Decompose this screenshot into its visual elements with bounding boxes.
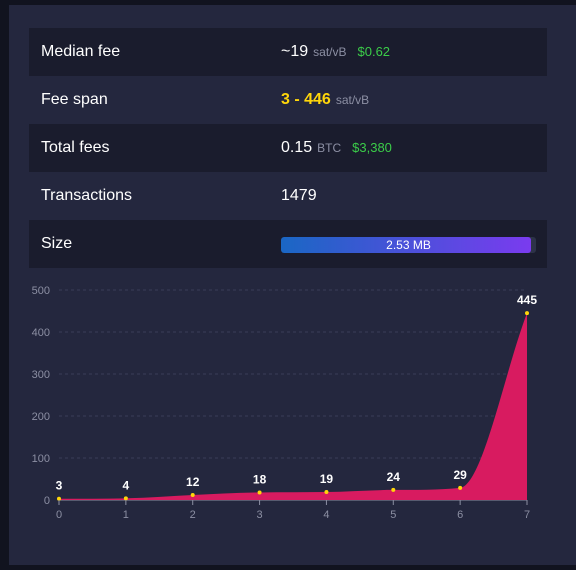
- fee-span-value: 3 - 446: [281, 91, 331, 108]
- transactions-label: Transactions: [41, 187, 132, 204]
- total-fees-value: 0.15: [281, 139, 313, 156]
- fee-span-unit: sat/vB: [335, 93, 370, 107]
- size-progress-fill: [281, 237, 531, 253]
- size-row: Size 2.53 MB: [29, 220, 547, 268]
- median-fee-value: ~19: [281, 43, 309, 60]
- total-fees-row: Total fees 0.15 BTC $3,380: [29, 124, 547, 172]
- median-fee-label: Median fee: [41, 43, 121, 60]
- median-fee-value-group: ~19 sat/vB $0.62: [281, 43, 390, 61]
- total-fees-label: Total fees: [41, 139, 110, 156]
- median-fee-row: Median fee ~19 sat/vB $0.62: [29, 28, 547, 76]
- median-fee-fiat: $0.62: [357, 44, 391, 59]
- total-fees-fiat: $3,380: [352, 140, 392, 155]
- fee-span-value-group: 3 - 446 sat/vB: [281, 91, 369, 109]
- block-info-panel: Median fee ~19 sat/vB $0.62 Fee span 3 -…: [9, 5, 576, 565]
- size-label: Size: [41, 235, 73, 252]
- total-fees-value-group: 0.15 BTC $3,380: [281, 139, 392, 157]
- fee-span-row: Fee span 3 - 446 sat/vB: [29, 76, 547, 124]
- fee-span-label: Fee span: [41, 91, 108, 108]
- transactions-row: Transactions 1479: [29, 172, 547, 220]
- size-progress-bar: 2.53 MB: [281, 237, 536, 253]
- transactions-value: 1479: [281, 187, 317, 204]
- median-fee-unit: sat/vB: [313, 45, 347, 59]
- size-value: 2.53 MB: [386, 238, 431, 252]
- transactions-value-group: 1479: [281, 187, 317, 205]
- total-fees-unit: BTC: [317, 141, 342, 155]
